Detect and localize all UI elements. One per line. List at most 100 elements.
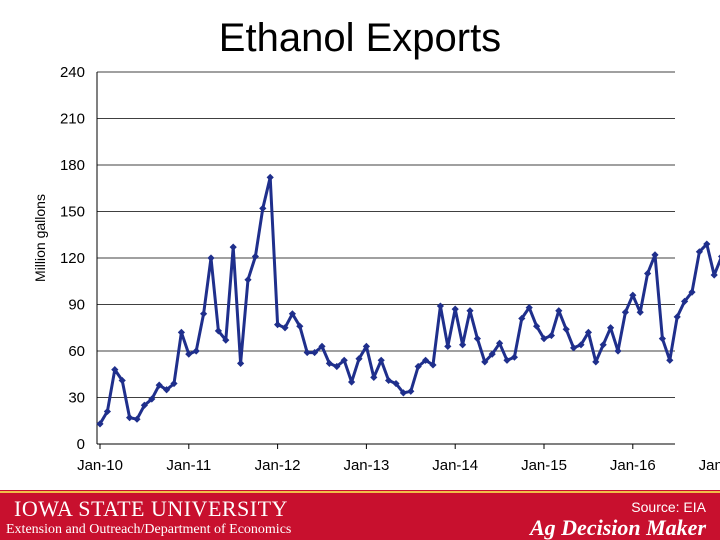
data-point	[710, 271, 718, 279]
series-exports	[96, 173, 720, 428]
y-tick-label: 0	[77, 436, 85, 453]
data-point	[333, 362, 341, 371]
data-point	[570, 344, 578, 352]
data-point	[377, 356, 385, 364]
data-point	[274, 321, 282, 329]
data-point	[584, 328, 592, 336]
data-point	[496, 339, 504, 347]
data-point	[133, 415, 141, 423]
data-point	[266, 173, 274, 181]
x-tick-label: Jan-13	[343, 457, 389, 474]
data-point	[303, 348, 311, 357]
data-point	[621, 308, 629, 316]
data-point	[229, 243, 237, 251]
data-point	[547, 331, 555, 340]
x-tick-label: Jan-14	[432, 457, 478, 474]
data-point	[192, 347, 200, 355]
data-point	[666, 356, 674, 364]
footer-bar: IOWA STATE UNIVERSITY Extension and Outr…	[0, 490, 720, 540]
x-tick-labels: Jan-10 Jan-11 Jan-12 Jan-13 Jan-14 Jan-15 Jan-…	[77, 457, 720, 474]
data-point	[237, 359, 245, 367]
data-point	[510, 353, 518, 361]
data-point	[592, 358, 600, 366]
data-point	[177, 328, 185, 336]
data-point	[185, 350, 193, 358]
y-tick-label: 30	[68, 390, 85, 407]
data-point	[473, 335, 481, 343]
data-point	[644, 269, 652, 278]
footer-accent-line	[0, 491, 720, 493]
x-tick-label: Jan-16	[610, 457, 656, 474]
series-line	[98, 175, 720, 425]
data-point	[673, 313, 681, 321]
data-point	[170, 379, 178, 388]
y-tick-label: 210	[60, 111, 85, 128]
data-point	[259, 204, 267, 212]
gridlines	[97, 71, 675, 398]
data-point	[555, 307, 563, 315]
data-point	[355, 355, 363, 363]
data-point	[251, 252, 259, 261]
data-point	[562, 325, 570, 333]
y-tick-label: 60	[68, 343, 85, 360]
data-point	[311, 348, 319, 357]
data-point	[436, 302, 444, 310]
y-tick-label: 240	[60, 64, 85, 81]
data-point	[577, 341, 585, 349]
data-point	[399, 389, 407, 397]
data-point	[318, 342, 326, 350]
data-point	[111, 366, 119, 374]
data-point	[599, 341, 607, 349]
data-point	[214, 327, 222, 335]
data-point	[392, 379, 400, 388]
data-point	[651, 251, 659, 259]
university-name: IOWA STATE UNIVERSITY	[14, 496, 288, 521]
data-point	[118, 376, 126, 385]
data-point	[451, 305, 459, 313]
data-point	[614, 347, 622, 355]
data-point	[325, 359, 333, 367]
data-point	[429, 361, 437, 369]
data-point	[207, 254, 215, 262]
data-point	[244, 276, 252, 284]
data-point	[703, 240, 711, 248]
x-tick-label: Jan-12	[255, 457, 301, 474]
data-point	[422, 356, 430, 364]
data-point	[444, 342, 452, 350]
x-tick-label: Jan-11	[166, 457, 211, 474]
data-point	[488, 350, 496, 358]
data-point	[281, 324, 289, 332]
data-point	[340, 356, 348, 364]
data-point	[629, 291, 637, 299]
brand-name: Ag Decision Maker	[530, 515, 706, 540]
data-point	[407, 387, 415, 395]
data-point	[296, 322, 304, 330]
data-point	[140, 401, 148, 409]
y-tick-label: 90	[68, 297, 85, 314]
data-point	[688, 288, 696, 296]
y-tick-labels: 0 30 60 90 120 150 180 210 240	[60, 64, 85, 453]
slide-title: Ethanol Exports	[218, 16, 502, 60]
data-point	[540, 335, 548, 343]
data-point	[155, 381, 163, 389]
data-point	[96, 420, 104, 428]
data-point	[681, 297, 689, 305]
data-point	[695, 248, 703, 256]
data-point	[518, 314, 526, 323]
data-point	[525, 304, 533, 312]
y-tick-label: 180	[60, 157, 85, 174]
data-point	[503, 356, 511, 364]
data-point	[222, 336, 230, 344]
data-point	[481, 358, 489, 366]
data-point	[607, 324, 615, 332]
data-point	[459, 341, 467, 349]
data-point	[466, 307, 474, 315]
data-point	[348, 378, 356, 386]
data-point	[148, 395, 156, 403]
axes	[96, 72, 675, 449]
data-point	[288, 310, 296, 318]
data-point	[385, 376, 393, 385]
data-point	[533, 322, 541, 330]
data-point	[163, 386, 171, 394]
